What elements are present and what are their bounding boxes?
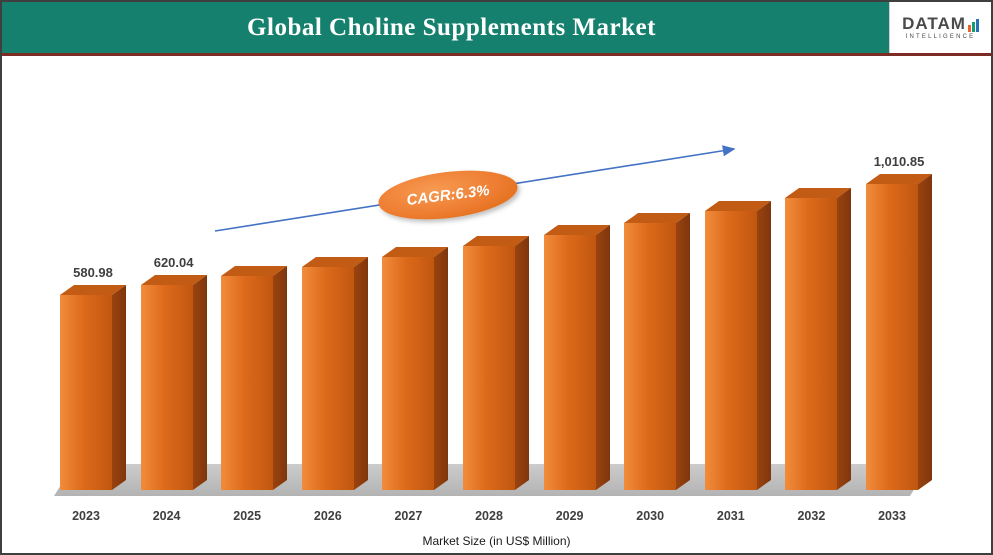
x-tick-2032: 2032 bbox=[797, 509, 826, 523]
cagr-label: CAGR:6.3% bbox=[405, 181, 491, 209]
bar-side-face bbox=[595, 224, 610, 490]
page-title: Global Choline Supplements Market bbox=[247, 13, 656, 41]
bar-2026 bbox=[301, 256, 368, 490]
logo-name-text: DATAM bbox=[902, 14, 966, 33]
bar-2023 bbox=[60, 285, 127, 490]
bar-side-face bbox=[837, 187, 852, 490]
datam-logo: DATAM INTELLIGENCE bbox=[889, 2, 991, 53]
bar-2024 bbox=[140, 274, 207, 490]
x-tick-2028: 2028 bbox=[475, 509, 503, 523]
bar-2025 bbox=[221, 265, 288, 490]
x-axis-title: Market Size (in US$ Million) bbox=[422, 534, 571, 548]
x-tick-2026: 2026 bbox=[313, 509, 342, 523]
bar-side-face bbox=[112, 285, 126, 490]
bar-side-face bbox=[676, 213, 691, 490]
logo-wordmark: DATAM bbox=[902, 15, 979, 32]
bar-2032 bbox=[785, 187, 852, 490]
data-label-2023: 580.98 bbox=[73, 265, 113, 280]
x-tick-2030: 2030 bbox=[636, 509, 665, 523]
bar-side-face bbox=[434, 246, 449, 490]
bar-side-face bbox=[192, 274, 207, 490]
bar-side-face bbox=[756, 200, 771, 490]
x-tick-2029: 2029 bbox=[555, 509, 584, 523]
data-label-2033: 1,010.85 bbox=[873, 154, 925, 169]
bar-side-face bbox=[353, 256, 368, 490]
logo-subtitle: INTELLIGENCE bbox=[905, 34, 976, 40]
x-tick-2027: 2027 bbox=[394, 509, 423, 523]
bar-2031 bbox=[704, 200, 771, 490]
x-tick-2025: 2025 bbox=[233, 509, 262, 523]
chart-area: 2023 580.98 2024 620.04 2025 2026 2027 2028 2029… bbox=[2, 59, 991, 553]
x-tick-2031: 2031 bbox=[716, 509, 745, 523]
bar-2027 bbox=[382, 246, 449, 490]
bar-2030 bbox=[624, 213, 691, 490]
bar-2028 bbox=[463, 236, 530, 490]
bar-2033 bbox=[866, 174, 933, 490]
bar-side-face bbox=[918, 174, 932, 490]
data-label-2024: 620.04 bbox=[153, 254, 194, 270]
bar-side-face bbox=[273, 265, 288, 490]
bar-side-face bbox=[515, 236, 529, 490]
bar-chart-icon bbox=[967, 19, 979, 32]
header-banner: Global Choline Supplements Market DATAM … bbox=[2, 2, 991, 56]
x-tick-2024: 2024 bbox=[152, 509, 181, 523]
bar-2029 bbox=[543, 224, 610, 490]
x-tick-2023: 2023 bbox=[72, 509, 100, 523]
x-tick-2033: 2033 bbox=[878, 509, 906, 523]
